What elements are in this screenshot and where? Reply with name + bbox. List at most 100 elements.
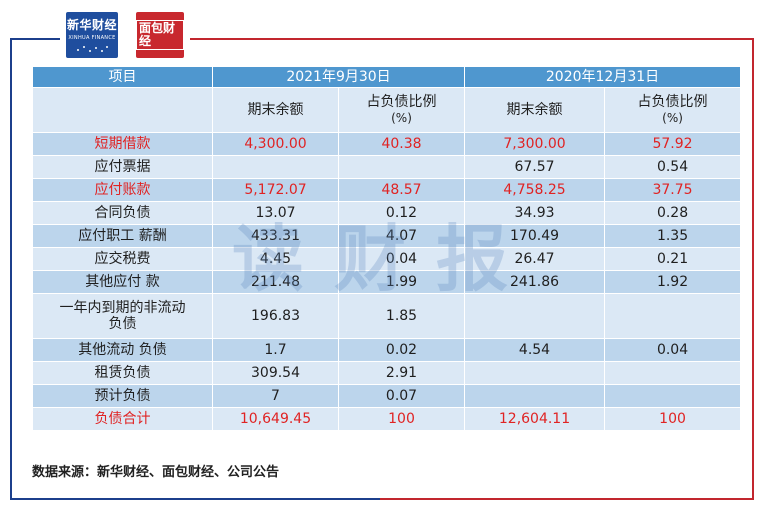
- row-balance-2020: 7,300.00: [464, 132, 606, 156]
- row-item: 其他应付 款: [32, 270, 213, 294]
- table-row: 短期借款 4,300.00 40.38 7,300.00 57.92: [32, 132, 742, 156]
- row-balance-2020: 170.49: [464, 224, 606, 248]
- table-row: 租赁负债 309.54 2.91: [32, 361, 742, 385]
- row-balance-2021: 13.07: [212, 201, 339, 225]
- header-period-2021: 2021年9月30日: [211, 66, 466, 88]
- ratio-unit: (%): [391, 111, 412, 125]
- row-item-line: 负债: [108, 316, 137, 332]
- xinhua-finance-logo: 新华财经 XINHUA FINANCE: [66, 12, 118, 58]
- row-ratio-2021: 4.07: [337, 224, 466, 248]
- row-balance-2021: 211.48: [212, 270, 339, 294]
- row-ratio-2020: 1.92: [604, 270, 742, 294]
- row-ratio-2020: 37.75: [604, 178, 742, 202]
- row-balance-2020: 4,758.25: [464, 178, 606, 202]
- row-balance-2021: 196.83: [212, 293, 339, 339]
- table-row: 预计负债 7 0.07: [32, 384, 742, 408]
- row-balance-2021: 7: [212, 384, 339, 408]
- row-balance-2021: 5,172.07: [212, 178, 339, 202]
- row-ratio-2020: 100: [604, 407, 742, 431]
- row-item-line: 一年内到期的非流动: [59, 300, 186, 316]
- ratio-label: 占负债比例: [366, 94, 437, 110]
- table-row-total: 负债合计 10,649.45 100 12,604.11 100: [32, 407, 742, 431]
- row-ratio-2020: [604, 384, 742, 408]
- frame-line-bottom-right: [380, 498, 754, 500]
- row-ratio-2020: 0.28: [604, 201, 742, 225]
- row-balance-2020: 34.93: [464, 201, 606, 225]
- row-ratio-2021: 40.38: [337, 132, 466, 156]
- row-ratio-2021: 0.12: [337, 201, 466, 225]
- subheader-balance-2020: 期末余额: [464, 87, 606, 133]
- row-balance-2021: 309.54: [212, 361, 339, 385]
- frame-line-top-right: [190, 38, 754, 40]
- row-ratio-2021: 0.04: [337, 247, 466, 271]
- row-ratio-2020: 0.04: [604, 338, 742, 362]
- row-item: 应付票据: [32, 155, 213, 179]
- data-source-note: 数据来源：新华财经、面包财经、公司公告: [32, 465, 280, 480]
- table-header-row: 项目 2021年9月30日 2020年12月31日: [32, 66, 742, 88]
- row-item: 合同负债: [32, 201, 213, 225]
- row-balance-2020: 67.57: [464, 155, 606, 179]
- row-item: 应交税费: [32, 247, 213, 271]
- row-ratio-2020: 0.54: [604, 155, 742, 179]
- row-item: 应付职工 薪酬: [32, 224, 213, 248]
- subheader-empty: [32, 87, 213, 133]
- row-ratio-2020: 57.92: [604, 132, 742, 156]
- row-ratio-2021: 0.07: [337, 384, 466, 408]
- row-balance-2021: 433.31: [212, 224, 339, 248]
- row-item: 其他流动 负债: [32, 338, 213, 362]
- frame-line-left: [10, 38, 12, 500]
- table-row: 应交税费 4.45 0.04 26.47 0.21: [32, 247, 742, 271]
- table-row: 合同负债 13.07 0.12 34.93 0.28: [32, 201, 742, 225]
- row-balance-2020: [464, 361, 606, 385]
- table-row: 其他流动 负债 1.7 0.02 4.54 0.04: [32, 338, 742, 362]
- row-ratio-2020: 0.21: [604, 247, 742, 271]
- header-item: 项目: [32, 66, 213, 88]
- frame-line-right: [752, 38, 754, 500]
- frame-line-top-left: [10, 38, 60, 40]
- table-subheader-row: 期末余额 占负债比例 (%) 期末余额 占负债比例 (%): [32, 87, 742, 133]
- xinhua-logo-text: 新华财经: [66, 18, 117, 32]
- subheader-ratio-2020: 占负债比例 (%): [604, 87, 742, 133]
- liabilities-table: 项目 2021年9月30日 2020年12月31日 期末余额 占负债比例 (%)…: [32, 66, 742, 431]
- row-ratio-2021: 0.02: [337, 338, 466, 362]
- row-ratio-2020: 1.35: [604, 224, 742, 248]
- row-item: 应付账款: [32, 178, 213, 202]
- row-ratio-2020: [604, 361, 742, 385]
- row-ratio-2021: 1.99: [337, 270, 466, 294]
- mianbao-finance-logo: 面包财经: [136, 12, 184, 58]
- row-balance-2021: 4.45: [212, 247, 339, 271]
- row-ratio-2021: 48.57: [337, 178, 466, 202]
- row-item: 预计负债: [32, 384, 213, 408]
- row-item: 一年内到期的非流动 负债: [32, 293, 213, 339]
- row-balance-2020: [464, 384, 606, 408]
- row-balance-2020: [464, 293, 606, 339]
- table-row: 一年内到期的非流动 负债 196.83 1.85: [32, 293, 742, 339]
- row-ratio-2021: 1.85: [337, 293, 466, 339]
- row-item: 租赁负债: [32, 361, 213, 385]
- subheader-balance-2021: 期末余额: [212, 87, 339, 133]
- ratio-unit: (%): [662, 111, 683, 125]
- row-balance-2020: 4.54: [464, 338, 606, 362]
- row-ratio-2021: [337, 155, 466, 179]
- row-ratio-2021: 100: [337, 407, 466, 431]
- table-row: 应付职工 薪酬 433.31 4.07 170.49 1.35: [32, 224, 742, 248]
- row-balance-2021: 10,649.45: [212, 407, 339, 431]
- table-row: 其他应付 款 211.48 1.99 241.86 1.92: [32, 270, 742, 294]
- row-balance-2020: 241.86: [464, 270, 606, 294]
- dots-icon: [77, 46, 108, 52]
- table-row: 应付账款 5,172.07 48.57 4,758.25 37.75: [32, 178, 742, 202]
- row-balance-2020: 12,604.11: [464, 407, 606, 431]
- frame-line-bottom-left: [10, 498, 380, 500]
- row-balance-2021: 1.7: [212, 338, 339, 362]
- row-ratio-2020: [604, 293, 742, 339]
- row-balance-2021: [212, 155, 339, 179]
- row-item: 短期借款: [32, 132, 213, 156]
- row-ratio-2021: 2.91: [337, 361, 466, 385]
- header-period-2020: 2020年12月31日: [464, 66, 742, 88]
- table-row: 应付票据 67.57 0.54: [32, 155, 742, 179]
- mianbao-logo-text: 面包财经: [136, 20, 184, 50]
- row-item: 负债合计: [32, 407, 213, 431]
- subheader-ratio-2021: 占负债比例 (%): [337, 87, 466, 133]
- row-balance-2021: 4,300.00: [212, 132, 339, 156]
- row-balance-2020: 26.47: [464, 247, 606, 271]
